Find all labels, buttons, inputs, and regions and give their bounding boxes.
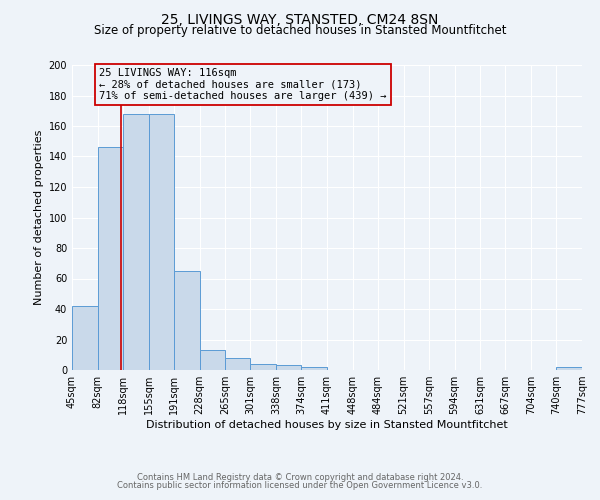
Bar xyxy=(250,364,276,370)
Text: 25, LIVINGS WAY, STANSTED, CM24 8SN: 25, LIVINGS WAY, STANSTED, CM24 8SN xyxy=(161,12,439,26)
Bar xyxy=(149,114,174,370)
Text: Size of property relative to detached houses in Stansted Mountfitchet: Size of property relative to detached ho… xyxy=(94,24,506,37)
X-axis label: Distribution of detached houses by size in Stansted Mountfitchet: Distribution of detached houses by size … xyxy=(146,420,508,430)
Bar xyxy=(225,358,250,370)
Bar xyxy=(174,271,199,370)
Text: Contains HM Land Registry data © Crown copyright and database right 2024.: Contains HM Land Registry data © Crown c… xyxy=(137,472,463,482)
Bar xyxy=(301,367,327,370)
Text: 25 LIVINGS WAY: 116sqm
← 28% of detached houses are smaller (173)
71% of semi-de: 25 LIVINGS WAY: 116sqm ← 28% of detached… xyxy=(99,68,386,101)
Bar xyxy=(276,366,301,370)
Bar xyxy=(123,114,149,370)
Bar xyxy=(199,350,225,370)
Text: Contains public sector information licensed under the Open Government Licence v3: Contains public sector information licen… xyxy=(118,481,482,490)
Bar xyxy=(98,148,123,370)
Y-axis label: Number of detached properties: Number of detached properties xyxy=(34,130,44,305)
Bar xyxy=(556,367,582,370)
Bar xyxy=(72,306,98,370)
